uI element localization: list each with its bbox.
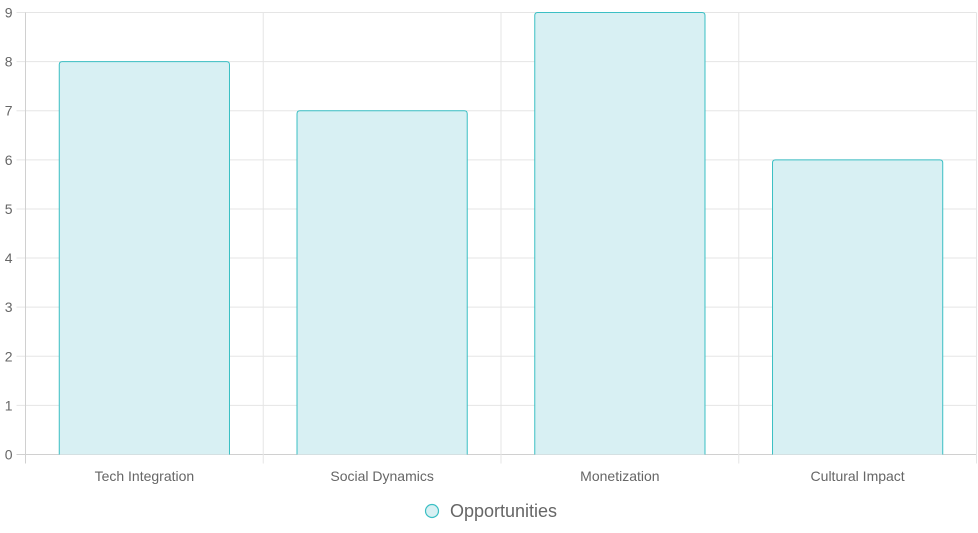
y-tick-label: 9 bbox=[5, 5, 13, 21]
y-axis-ticks: 0 1 2 3 4 5 6 7 8 9 bbox=[5, 5, 13, 463]
x-tick-label: Monetization bbox=[580, 468, 659, 484]
y-tick-label: 6 bbox=[5, 152, 13, 168]
x-tick-label: Cultural Impact bbox=[811, 468, 905, 484]
y-tick-label: 5 bbox=[5, 201, 13, 217]
x-tick-label: Social Dynamics bbox=[330, 468, 433, 484]
legend-swatch-icon[interactable] bbox=[424, 503, 440, 519]
x-axis-ticks: Tech Integration Social Dynamics Monetizat… bbox=[95, 468, 905, 484]
y-tick-label: 4 bbox=[5, 250, 13, 266]
bar[interactable] bbox=[772, 159, 944, 455]
legend[interactable]: Opportunities bbox=[424, 501, 558, 521]
bars bbox=[58, 12, 944, 455]
bar[interactable] bbox=[296, 110, 468, 455]
y-tick-label: 1 bbox=[5, 397, 13, 413]
y-tick-label: 8 bbox=[5, 54, 13, 70]
y-tick-label: 7 bbox=[5, 103, 13, 119]
y-tick-label: 3 bbox=[5, 299, 13, 315]
y-tick-label: 0 bbox=[5, 447, 13, 463]
bar[interactable] bbox=[58, 61, 230, 455]
bar[interactable] bbox=[534, 12, 706, 455]
x-tick-label: Tech Integration bbox=[95, 468, 195, 484]
legend-label[interactable]: Opportunities bbox=[450, 501, 557, 521]
y-tick-label: 2 bbox=[5, 348, 13, 364]
